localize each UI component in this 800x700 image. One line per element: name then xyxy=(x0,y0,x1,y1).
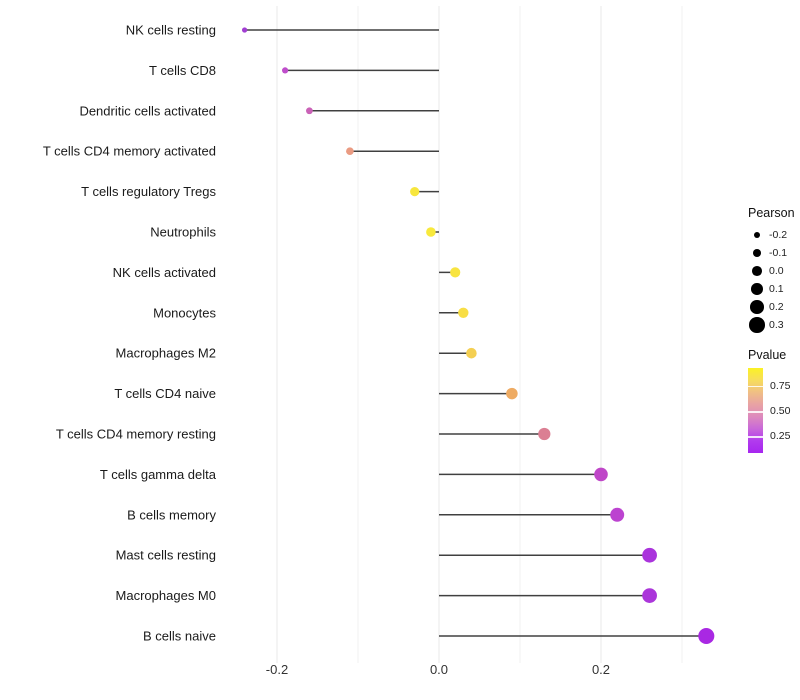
x-tick-label: -0.2 xyxy=(266,662,288,677)
lollipop-dot xyxy=(642,547,657,563)
legend-size-dot-icon xyxy=(751,283,763,295)
pearson-legend-entry: -0.2 xyxy=(748,226,795,244)
lollipop-dot xyxy=(458,307,469,318)
pvalue-colorbar-gradient xyxy=(748,368,763,453)
lollipop-dot xyxy=(282,67,289,74)
pvalue-color-legend: Pvalue 0.75 0.50 0.25 xyxy=(748,348,790,453)
category-label: Macrophages M2 xyxy=(116,346,216,361)
lollipop-dot xyxy=(410,186,420,197)
legend-size-label: -0.2 xyxy=(769,229,788,241)
category-label: T cells CD4 memory activated xyxy=(43,144,216,159)
lollipop-dot xyxy=(506,387,518,400)
lollipop-dot xyxy=(466,347,477,359)
lollipop-dot xyxy=(538,427,551,441)
category-label: T cells CD8 xyxy=(149,63,216,78)
colorbar-label: 0.50 xyxy=(770,405,791,418)
category-label: Mast cells resting xyxy=(116,548,216,563)
category-label: T cells CD4 naive xyxy=(114,386,216,401)
legend-size-label: -0.1 xyxy=(769,247,788,259)
pearson-size-legend: Pearson -0.2 -0.1 0.0 0.1 0.2 0.3 xyxy=(748,206,795,334)
pearson-legend-title: Pearson xyxy=(748,206,795,220)
pearson-legend-entry: 0.1 xyxy=(748,280,795,298)
colorbar-tick xyxy=(748,385,763,388)
lollipop-dot xyxy=(306,107,313,115)
colorbar-tick xyxy=(748,411,763,413)
category-label: NK cells resting xyxy=(126,23,216,38)
legend-size-label: 0.0 xyxy=(769,265,784,277)
category-label: T cells CD4 memory resting xyxy=(56,427,216,442)
category-label: Dendritic cells activated xyxy=(79,103,216,118)
pearson-legend-entry: 0.0 xyxy=(748,262,795,280)
colorbar-tick xyxy=(748,436,763,438)
lollipop-dot xyxy=(594,467,608,482)
category-label: B cells memory xyxy=(127,507,216,522)
pvalue-legend-title: Pvalue xyxy=(748,348,787,362)
colorbar-label: 0.75 xyxy=(770,379,791,392)
colorbar-label: 0.25 xyxy=(770,430,791,442)
lollipop-dot xyxy=(241,27,248,33)
category-label: NK cells activated xyxy=(113,265,216,280)
legend-size-dot-icon xyxy=(749,317,765,333)
lollipop-dot xyxy=(642,588,657,603)
category-label: T cells gamma delta xyxy=(100,467,217,482)
pearson-legend-entry: 0.2 xyxy=(748,298,795,316)
lollipop-dot xyxy=(698,627,715,645)
x-tick-label: 0.2 xyxy=(592,662,610,677)
category-label: B cells naive xyxy=(143,629,216,644)
category-label: Monocytes xyxy=(153,305,216,320)
legend-size-label: 0.1 xyxy=(769,283,784,295)
pearson-legend-entry: -0.1 xyxy=(748,244,795,262)
lollipop-dot xyxy=(450,267,461,278)
legend-size-dot-icon xyxy=(754,232,760,238)
lollipop-dot xyxy=(610,507,625,522)
legend-size-label: 0.3 xyxy=(769,319,784,331)
legend-size-dot-icon xyxy=(752,266,762,276)
category-label: Neutrophils xyxy=(150,225,216,240)
legend-size-label: 0.2 xyxy=(769,301,784,313)
pearson-legend-entry: 0.3 xyxy=(748,316,795,334)
category-label: T cells regulatory Tregs xyxy=(81,184,216,199)
legend-size-dot-icon xyxy=(750,300,764,314)
pearson-legend-entries: -0.2 -0.1 0.0 0.1 0.2 0.3 xyxy=(748,226,795,334)
pvalue-colorbar-wrap: 0.75 0.50 0.25 xyxy=(748,368,790,453)
lollipop-dot xyxy=(426,227,436,237)
lollipop-dot xyxy=(346,147,354,156)
category-label: Macrophages M0 xyxy=(116,588,216,603)
legend-size-dot-icon xyxy=(753,249,761,257)
x-tick-label: 0.0 xyxy=(430,662,448,677)
